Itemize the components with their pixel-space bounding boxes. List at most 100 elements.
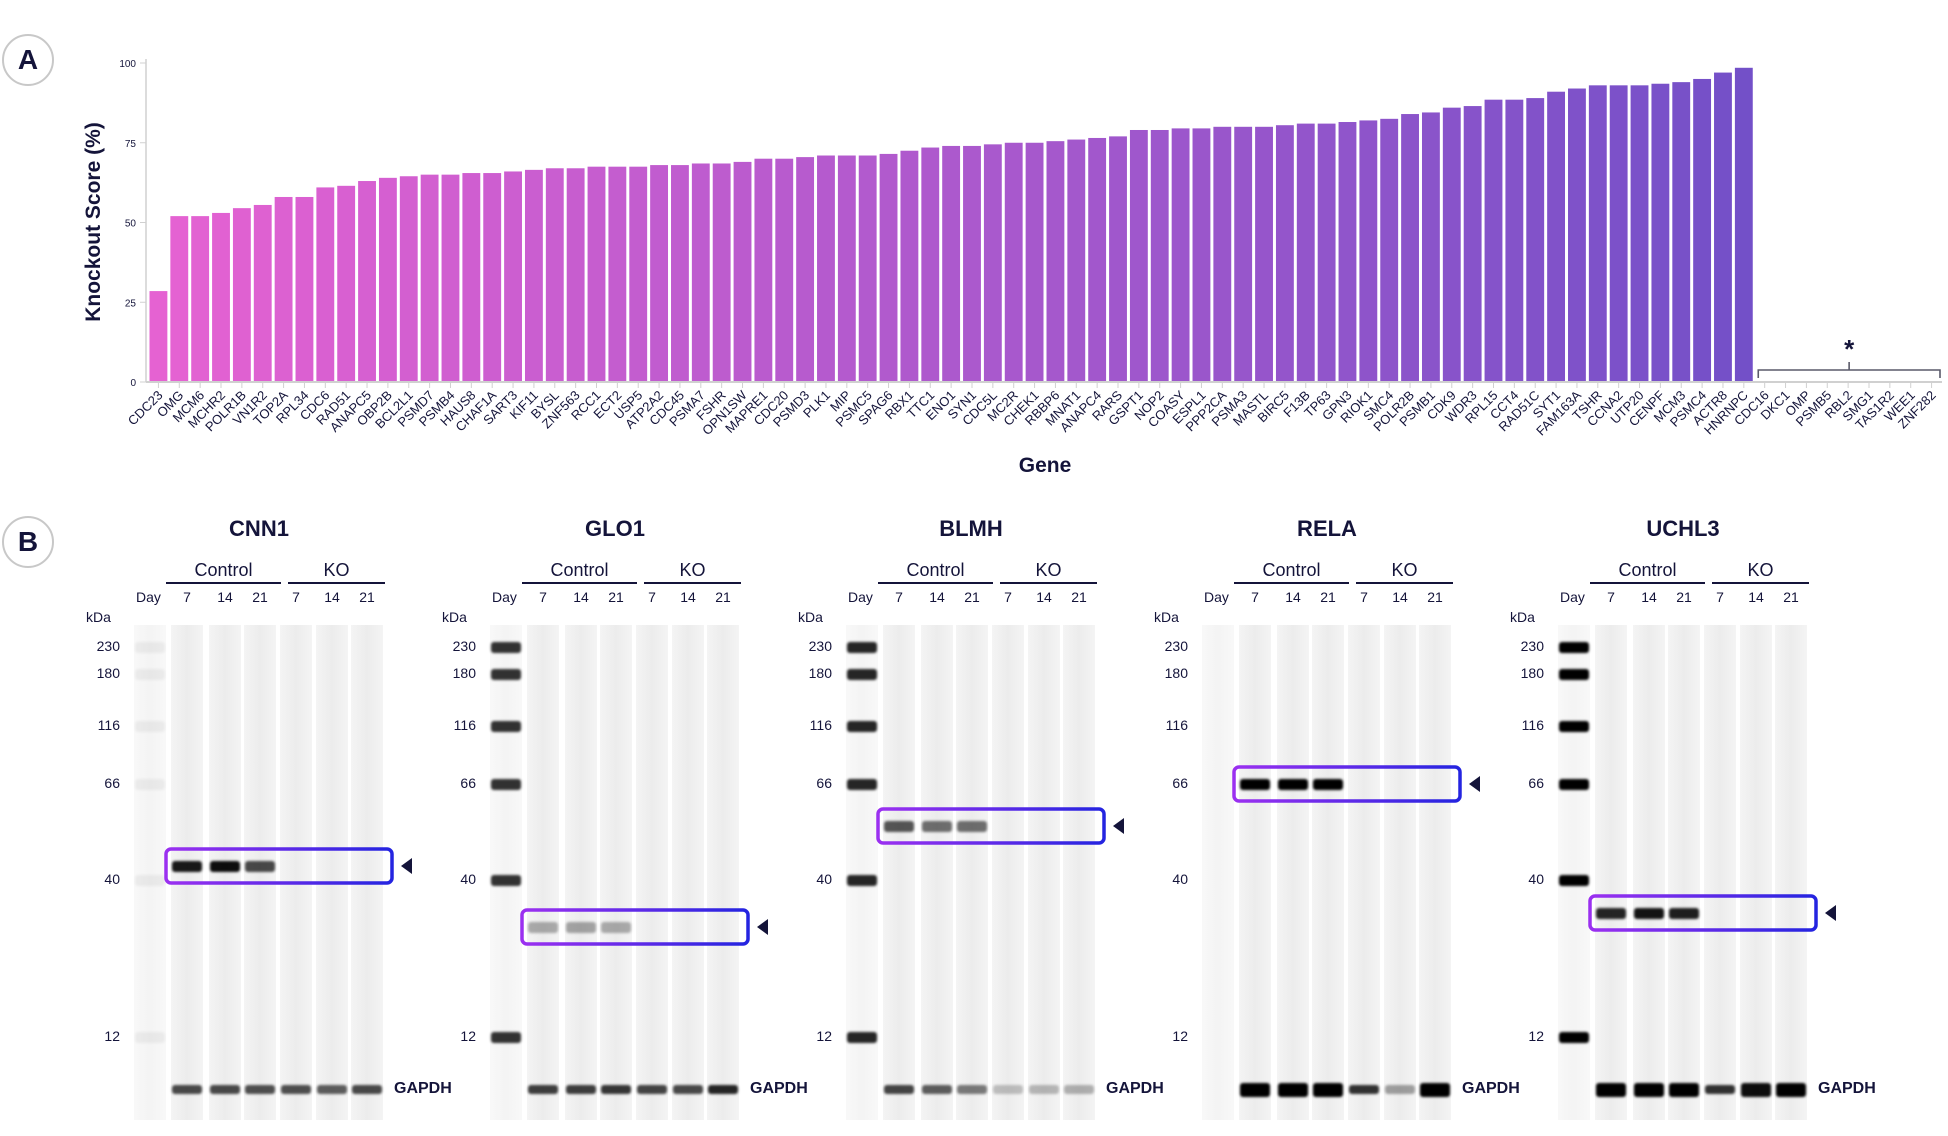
ladder-band (1559, 875, 1589, 886)
ladder-band (1559, 1032, 1589, 1043)
arrowhead-icon (1113, 818, 1124, 835)
group-underline (166, 582, 281, 584)
sample-lane (1239, 625, 1271, 1120)
ladder-band (135, 642, 165, 653)
gapdh-band (673, 1085, 703, 1094)
ladder-band (491, 875, 521, 886)
group-label-control: Control (1262, 560, 1321, 580)
gapdh-band (1349, 1085, 1379, 1094)
bar-cdk9 (1442, 107, 1461, 382)
marker-label: 40 (1528, 871, 1544, 887)
sample-lane (883, 625, 915, 1120)
day-value: 14 (680, 589, 696, 605)
group-underline (1356, 582, 1453, 584)
day-value: 7 (183, 589, 191, 605)
blot-panel-glo1: GLO1 Control KO Day 7 14 21 7 14 21 kDa 230 180 116 66… (442, 0, 808, 1136)
bar-psmd7 (420, 174, 439, 382)
target-band (528, 921, 558, 933)
target-band (1596, 908, 1626, 920)
day-value: 7 (292, 589, 300, 605)
bar-mcm6 (191, 216, 210, 382)
bar-chek1 (1025, 142, 1044, 382)
marker-label: 116 (809, 717, 832, 733)
day-value: 21 (359, 589, 375, 605)
bar-psmb1 (1421, 112, 1440, 382)
bar-fshr (712, 163, 731, 382)
bar-actr8 (1714, 72, 1732, 382)
bar-syn1 (963, 145, 981, 382)
bar-birc5 (1275, 125, 1294, 382)
bar-nop2 (1150, 129, 1169, 382)
annotation-asterisk: * (1844, 334, 1855, 364)
target-band (1240, 779, 1270, 790)
day-label: Day (492, 589, 517, 605)
day-value: 7 (539, 589, 547, 605)
kda-label: kDa (798, 609, 823, 625)
y-axis-title: Knockout Score (%) (82, 122, 105, 322)
gapdh-band (352, 1085, 382, 1094)
marker-label: 230 (1164, 638, 1188, 654)
day-value: 7 (1251, 589, 1259, 605)
sample-lane (1277, 625, 1309, 1120)
blot-panel-cnn1: CNN1 Control KO Day 7 14 21 7 14 21 kDa 230 180 116 66… (86, 0, 452, 1136)
sample-lane (921, 625, 953, 1120)
bar-utp20 (1630, 85, 1649, 382)
marker-label: 180 (808, 665, 832, 681)
bar-cct4 (1505, 99, 1524, 382)
bar-psma3 (1234, 126, 1253, 382)
sample-lane (1668, 625, 1700, 1120)
bar-bcl2l1 (399, 176, 418, 382)
bar-rad51c (1526, 98, 1545, 382)
group-label-control: Control (194, 560, 253, 580)
bar-ttc1 (921, 147, 940, 382)
bar-f13b (1296, 123, 1315, 383)
target-band (957, 821, 987, 833)
marker-label: 66 (460, 775, 476, 791)
sample-lane (316, 625, 348, 1120)
bar-chaf1a (483, 173, 502, 382)
target-band (922, 821, 952, 833)
ladder-band (847, 1032, 877, 1043)
group-label-ko: KO (1747, 560, 1774, 580)
day-value: 7 (895, 589, 903, 605)
day-value: 7 (1360, 589, 1368, 605)
gapdh-band (1029, 1085, 1059, 1094)
marker-label: 116 (453, 717, 476, 733)
annotation-bracket (1757, 362, 1941, 378)
sample-lane (1775, 625, 1807, 1120)
kda-label: kDa (442, 609, 467, 625)
arrowhead-icon (1469, 776, 1480, 792)
group-underline (644, 582, 741, 584)
bar-kif11 (524, 169, 543, 382)
target-band (210, 861, 240, 873)
target-band (601, 921, 631, 933)
gapdh-band (1240, 1083, 1270, 1097)
day-value: 14 (1748, 589, 1764, 605)
bar-haus8 (462, 173, 481, 382)
arrowhead-icon (1825, 905, 1836, 922)
bar-spag6 (879, 153, 898, 382)
ladder-band (135, 779, 165, 790)
gapdh-band (993, 1085, 1023, 1094)
marker-label: 116 (97, 717, 120, 733)
bar-cenpf (1651, 83, 1670, 383)
bar-cdc23 (149, 291, 168, 382)
bar-opn1sw (733, 161, 752, 382)
sample-lane (1028, 625, 1060, 1120)
bar-gpn3 (1338, 122, 1357, 382)
sample-lane (1633, 625, 1665, 1120)
y-tick-label: 25 (125, 298, 137, 309)
bar-syt1 (1547, 91, 1566, 383)
day-value: 14 (1641, 589, 1657, 605)
gapdh-band (708, 1085, 738, 1094)
group-label-ko: KO (679, 560, 706, 580)
ladder-band (491, 1032, 521, 1043)
marker-label: 66 (104, 775, 120, 791)
gapdh-band (1776, 1083, 1806, 1097)
bar-psmb4 (441, 174, 460, 382)
bar-sart3 (504, 171, 522, 382)
sample-lane (351, 625, 383, 1120)
highlight-box (876, 807, 1106, 845)
bar-mc2r (1004, 142, 1023, 382)
bar-vn1r2 (253, 204, 272, 382)
